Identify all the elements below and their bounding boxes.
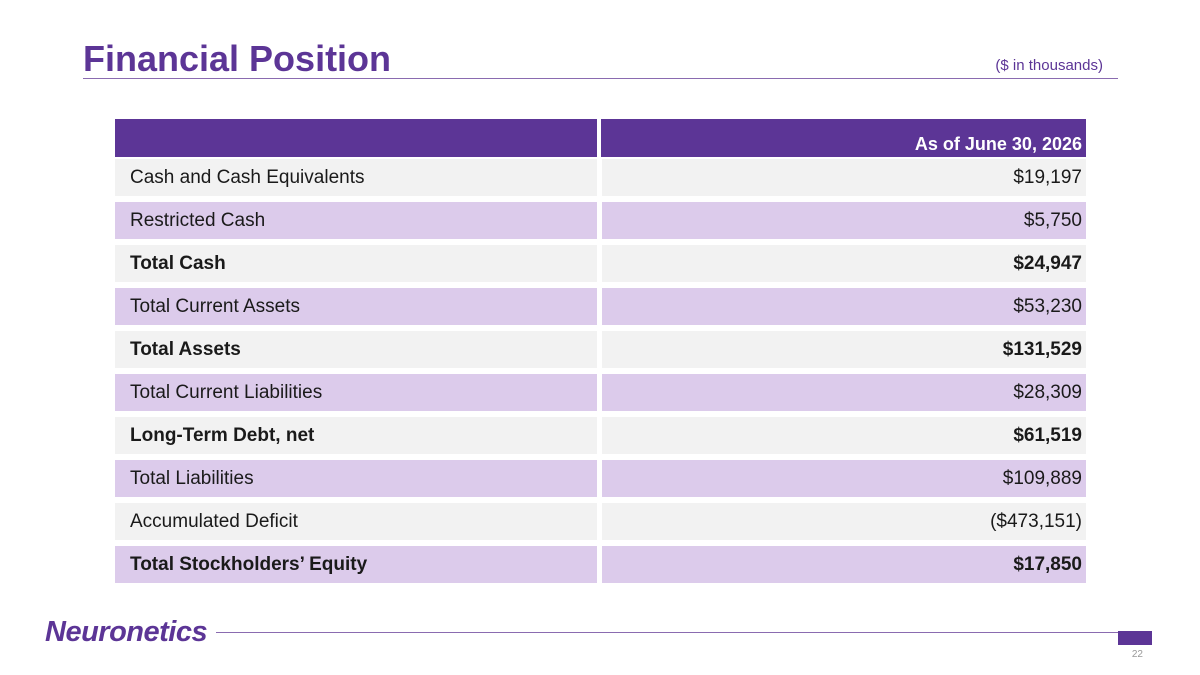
row-label: Total Liabilities: [115, 460, 597, 497]
title-divider: [83, 78, 1118, 79]
table-row: Cash and Cash Equivalents $19,197: [115, 159, 1086, 196]
neuronetics-logo: Neuronetics: [45, 616, 208, 648]
row-label: Long-Term Debt, net: [115, 417, 597, 454]
row-label: Total Cash: [115, 245, 597, 282]
table-row: Total Liabilities $109,889: [115, 460, 1086, 497]
footer-divider: [216, 632, 1118, 633]
row-value: $109,889: [602, 460, 1086, 497]
row-label: Total Stockholders’ Equity: [115, 546, 597, 583]
footer-accent-block: [1118, 631, 1152, 645]
table-row: Restricted Cash $5,750: [115, 202, 1086, 239]
table-row: Total Stockholders’ Equity $17,850: [115, 546, 1086, 583]
table-row: Total Cash $24,947: [115, 245, 1086, 282]
page-number: 22: [1131, 649, 1143, 660]
table-body: Cash and Cash Equivalents $19,197 Restri…: [115, 159, 1086, 583]
row-value: $61,519: [602, 417, 1086, 454]
financial-table: As of June 30, 2026 Cash and Cash Equiva…: [115, 119, 1086, 583]
row-value: $28,309: [602, 374, 1086, 411]
table-header-row: As of June 30, 2026: [115, 119, 1086, 157]
row-value: $17,850: [602, 546, 1086, 583]
row-label: Total Current Assets: [115, 288, 597, 325]
table-row: Long-Term Debt, net $61,519: [115, 417, 1086, 454]
row-value: $24,947: [602, 245, 1086, 282]
table-header-date: As of June 30, 2026: [601, 119, 1086, 157]
row-value: $131,529: [602, 331, 1086, 368]
row-value: $53,230: [602, 288, 1086, 325]
page-title: Financial Position: [83, 38, 392, 79]
table-row: Accumulated Deficit ($473,151): [115, 503, 1086, 540]
row-label: Total Current Liabilities: [115, 374, 597, 411]
row-value: $5,750: [602, 202, 1086, 239]
table-row: Total Current Liabilities $28,309: [115, 374, 1086, 411]
row-value: ($473,151): [602, 503, 1086, 540]
row-label: Total Assets: [115, 331, 597, 368]
table-row: Total Assets $131,529: [115, 331, 1086, 368]
row-value: $19,197: [602, 159, 1086, 196]
table-header-label-cell: [115, 119, 597, 157]
row-label: Restricted Cash: [115, 202, 597, 239]
table-row: Total Current Assets $53,230: [115, 288, 1086, 325]
row-label: Accumulated Deficit: [115, 503, 597, 540]
row-label: Cash and Cash Equivalents: [115, 159, 597, 196]
units-note: ($ in thousands): [995, 57, 1103, 74]
